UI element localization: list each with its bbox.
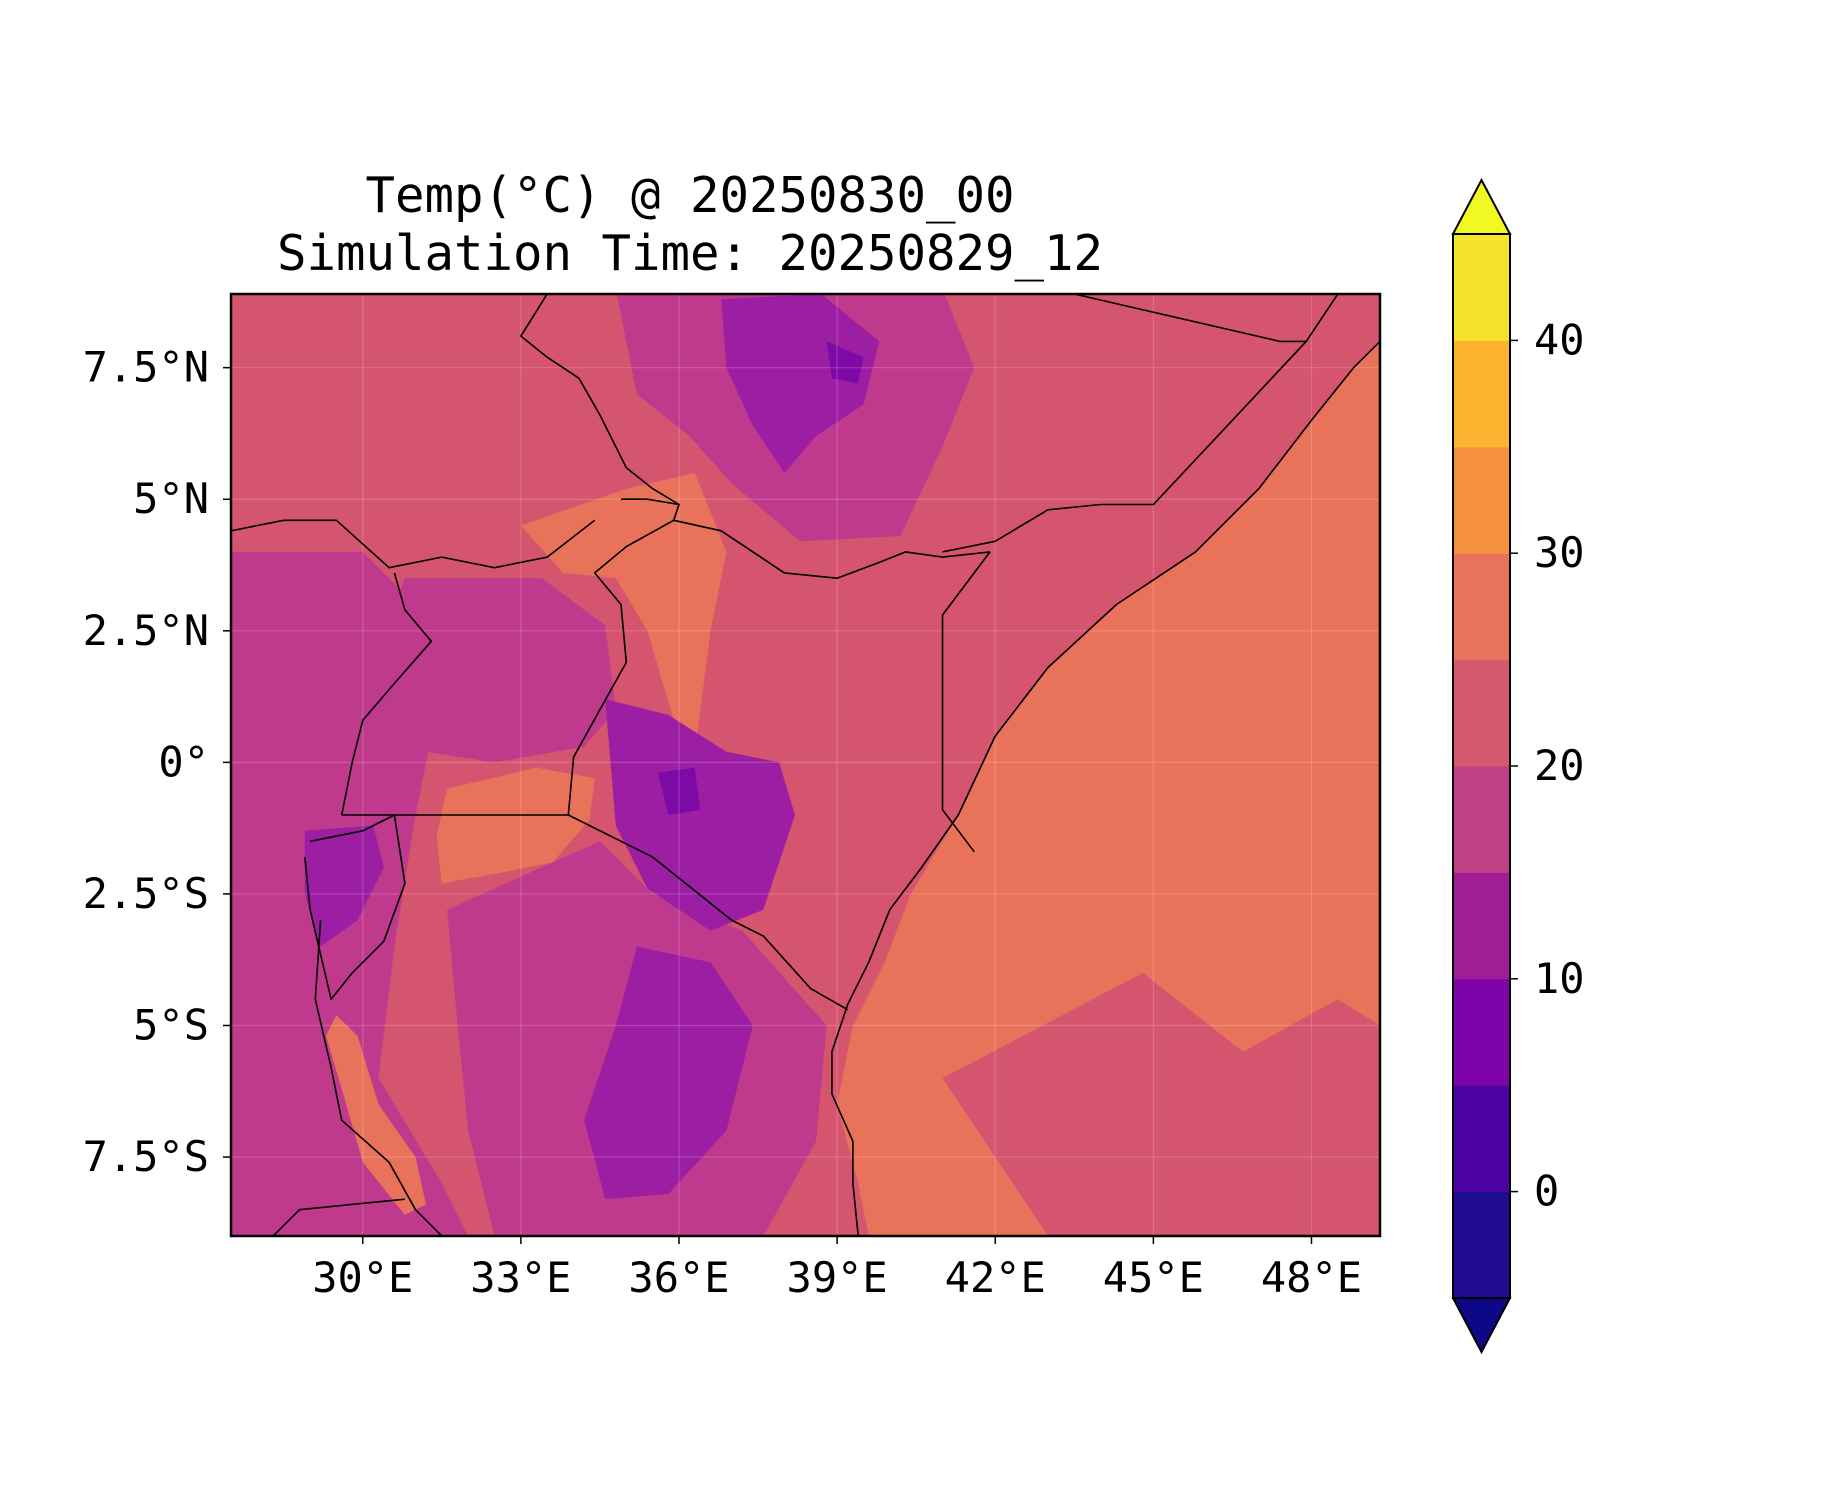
lon-tick-label: 48°E	[1261, 1253, 1362, 1302]
contour-ethiopian-summits	[826, 341, 864, 384]
colorbar-under-arrow	[1451, 1297, 1512, 1355]
lon-tick-label: 42°E	[945, 1253, 1046, 1302]
colorbar-tick-label: 0	[1534, 1167, 1559, 1216]
contour-tanganyika-warm	[325, 1015, 426, 1215]
lat-tick-label: 2.5°N	[83, 606, 209, 655]
lat-tick-label: 2.5°S	[83, 869, 209, 918]
lon-tick-label: 33°E	[470, 1253, 571, 1302]
colorbar-band	[1453, 766, 1510, 873]
colorbar-band	[1453, 872, 1510, 980]
lat-tick-label: 7.5°N	[83, 343, 209, 392]
contour-tanzania-highlands-cool	[584, 946, 753, 1200]
country-boundaries	[231, 294, 1380, 1236]
colorbar-band	[1453, 340, 1510, 448]
south-sudan-border	[231, 519, 596, 569]
contour-kenya-highlands-cool	[605, 699, 795, 931]
colorbar-band	[1453, 978, 1510, 1086]
colorbar-tick-label: 30	[1534, 528, 1585, 577]
gridlines	[231, 294, 1380, 1236]
latitude-ticks: 7.5°N 5°N 2.5°N 0° 2.5°S 5°S 7.5°S	[83, 343, 231, 1181]
zambia-border	[272, 1198, 405, 1236]
longitude-ticks: 30°E 33°E 36°E 39°E 42°E 45°E 48°E	[312, 1236, 1362, 1302]
contour-kenya-peaks	[657, 767, 701, 815]
lat-tick-label: 5°N	[133, 474, 209, 523]
colorbar-band	[1453, 553, 1510, 661]
contour-rwanda-cool	[304, 825, 384, 947]
lat-tick-label: 0°	[158, 737, 209, 786]
coastline	[831, 340, 1380, 1236]
lat-tick-label: 7.5°S	[83, 1132, 209, 1181]
lon-tick-label: 36°E	[628, 1253, 729, 1302]
map-subtitle: Simulation Time: 20250829_12	[276, 225, 1103, 282]
kenya-uganda-border	[567, 498, 680, 816]
tanganyika-west-shore	[314, 920, 443, 1236]
lon-tick-label: 39°E	[787, 1253, 888, 1302]
kenya-ethiopia-border	[673, 519, 991, 580]
contour-lake-victoria-warm	[436, 767, 595, 884]
kenya-somalia-border	[941, 551, 991, 853]
temperature-map	[229, 292, 1382, 1238]
contour-uganda-cool	[378, 578, 616, 763]
rwanda-burundi-border	[304, 814, 406, 1001]
south-sudan-ethiopia-border	[520, 294, 680, 506]
colorbar-band	[1453, 659, 1510, 767]
temperature-contours	[231, 294, 1380, 1236]
colorbar-over-arrow	[1451, 177, 1512, 235]
lon-tick-label: 30°E	[312, 1253, 413, 1302]
colorbar-tick-label: 40	[1534, 315, 1585, 364]
colorbar-band	[1453, 1191, 1510, 1299]
colorbar-tick-label: 20	[1534, 741, 1585, 790]
colorbar-tick-label: 10	[1534, 954, 1585, 1003]
somalia-ethiopia-border	[942, 294, 1339, 553]
map-frame	[229, 292, 1382, 1238]
ethiopia-somaliland-border	[1074, 294, 1307, 343]
contour-indian-ocean-warm	[837, 341, 1380, 1236]
contour-turkana-warm-belt	[520, 472, 727, 752]
colorbar-band	[1453, 234, 1510, 341]
kenya-tanzania-border	[567, 814, 849, 1011]
map-title: Temp(°C) @ 20250830_00	[365, 167, 1015, 224]
lat-tick-label: 5°S	[133, 1000, 209, 1049]
colorbar: 0 10 20 30 40	[1451, 177, 1585, 1355]
colorbar-band	[1453, 1085, 1510, 1193]
contour-ethiopian-peaks-cold	[721, 294, 880, 473]
uganda-drc-border	[340, 572, 433, 816]
lon-tick-label: 45°E	[1103, 1253, 1204, 1302]
colorbar-band	[1453, 446, 1510, 554]
